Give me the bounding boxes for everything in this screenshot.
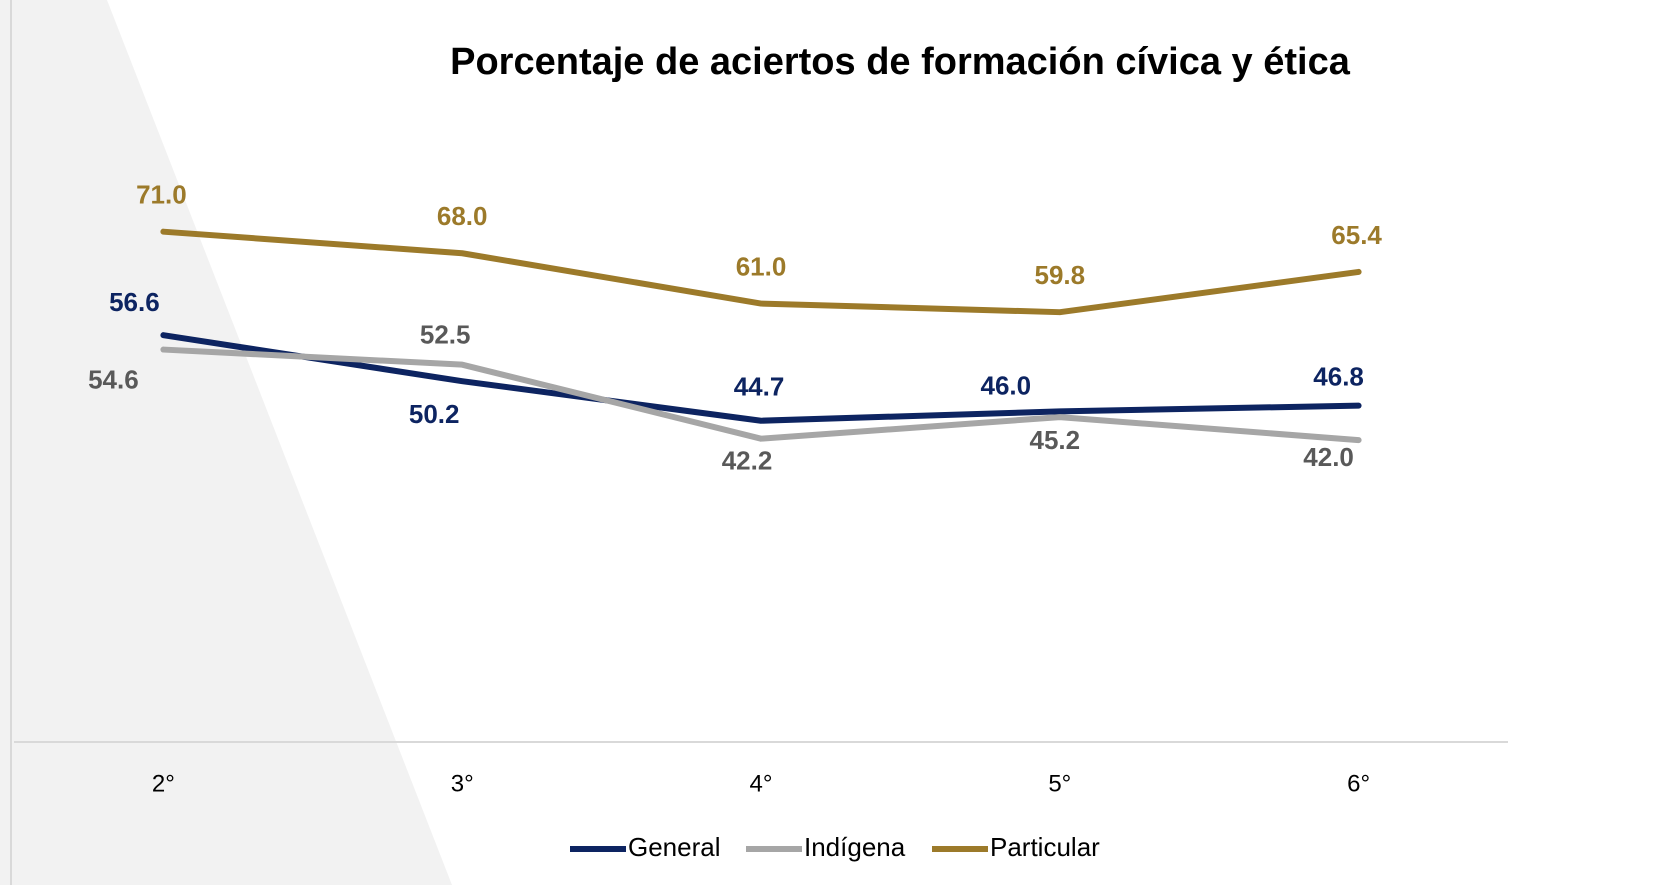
x-tick-label: 6° [1347,770,1370,797]
legend-label: Indígena [804,832,906,862]
x-tick-label: 3° [451,770,474,797]
data-label: 68.0 [437,201,488,231]
data-label: 44.7 [734,372,785,402]
background-shape [0,0,452,885]
data-label: 46.0 [980,370,1031,400]
data-label: 42.2 [722,446,773,476]
data-label: 52.5 [420,320,471,350]
data-label: 56.6 [109,287,160,317]
line-series [160,228,1362,316]
data-label: 45.2 [1029,425,1080,455]
chart-title: Porcentaje de aciertos de formación cívi… [450,41,1351,83]
line-series [160,332,1362,424]
x-tick-label: 4° [750,770,773,797]
x-tick-label: 2° [152,770,175,797]
data-label: 59.8 [1034,260,1085,290]
line-series [160,346,1362,444]
legend-label: General [628,832,721,862]
data-label: 71.0 [136,180,187,210]
data-label: 54.6 [88,364,139,394]
data-label: 46.8 [1313,362,1364,392]
data-label: 61.0 [736,251,787,281]
data-label: 50.2 [409,399,460,429]
x-tick-label: 5° [1048,770,1071,797]
data-label: 42.0 [1303,442,1354,472]
legend-label: Particular [990,832,1100,862]
data-label: 65.4 [1331,220,1382,250]
